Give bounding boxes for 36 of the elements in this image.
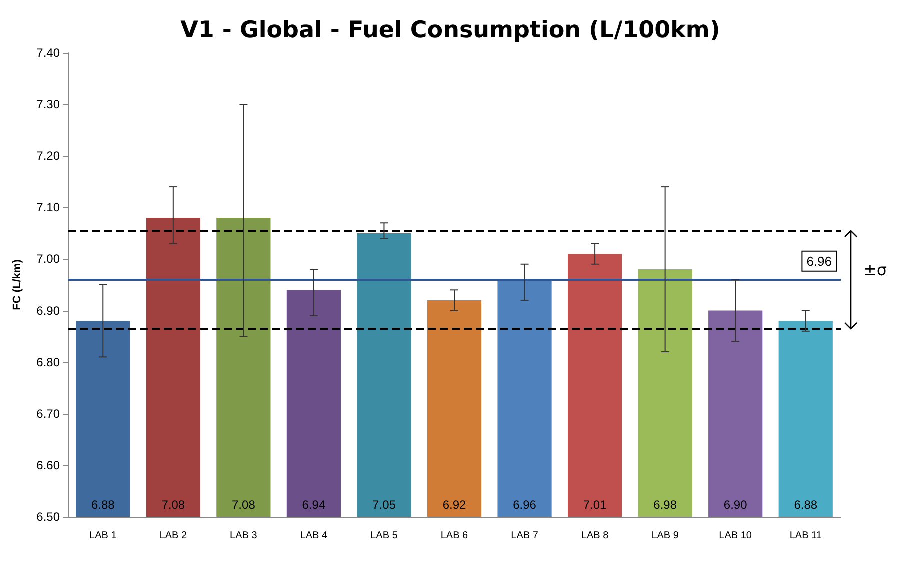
y-tick-label: 7.40 [36,46,60,60]
x-tick-label: LAB 9 [652,530,680,542]
data-label: 7.08 [232,498,256,512]
data-label: 7.08 [162,498,186,512]
y-axis-title: FC (L/km) [12,259,24,310]
x-tick-label: LAB 10 [719,530,752,542]
y-tick-label: 7.00 [36,252,60,266]
data-label: 6.94 [302,498,326,512]
y-tick-label: 6.70 [36,406,60,421]
data-label: 6.88 [91,498,116,512]
x-tick-label: LAB 4 [300,530,328,542]
x-tick-label: LAB 5 [370,530,398,542]
data-label: 6.96 [513,498,537,512]
y-tick-label: 6.90 [36,304,60,318]
x-tick-label: LAB 7 [511,530,539,542]
x-tick-label: LAB 6 [440,530,469,542]
data-label: 6.92 [442,498,466,512]
y-tick-label: 7.20 [36,149,60,164]
x-tick-label: LAB 1 [90,530,118,542]
data-label: 6.98 [654,498,678,512]
x-tick-label: LAB 8 [581,530,610,542]
ref-line-label: 6.96 [806,254,832,269]
y-tick-label: 7.10 [36,200,60,215]
x-tick-label: LAB 11 [790,530,822,542]
data-label: 7.05 [372,498,396,512]
chart-title: V1 - Global - Fuel Consumption (L/100km) [180,18,720,44]
data-label: 6.88 [794,498,818,512]
y-tick-label: 6.60 [36,458,60,472]
x-tick-label: LAB 3 [230,530,258,542]
data-label: 7.01 [583,498,608,512]
y-tick-label: 6.80 [36,355,60,370]
y-tick-label: 6.50 [36,510,60,524]
y-tick-label: 7.30 [36,98,60,112]
data-label: 6.90 [724,498,748,512]
text: ±σ [863,260,887,280]
x-tick-label: LAB 2 [160,530,188,542]
